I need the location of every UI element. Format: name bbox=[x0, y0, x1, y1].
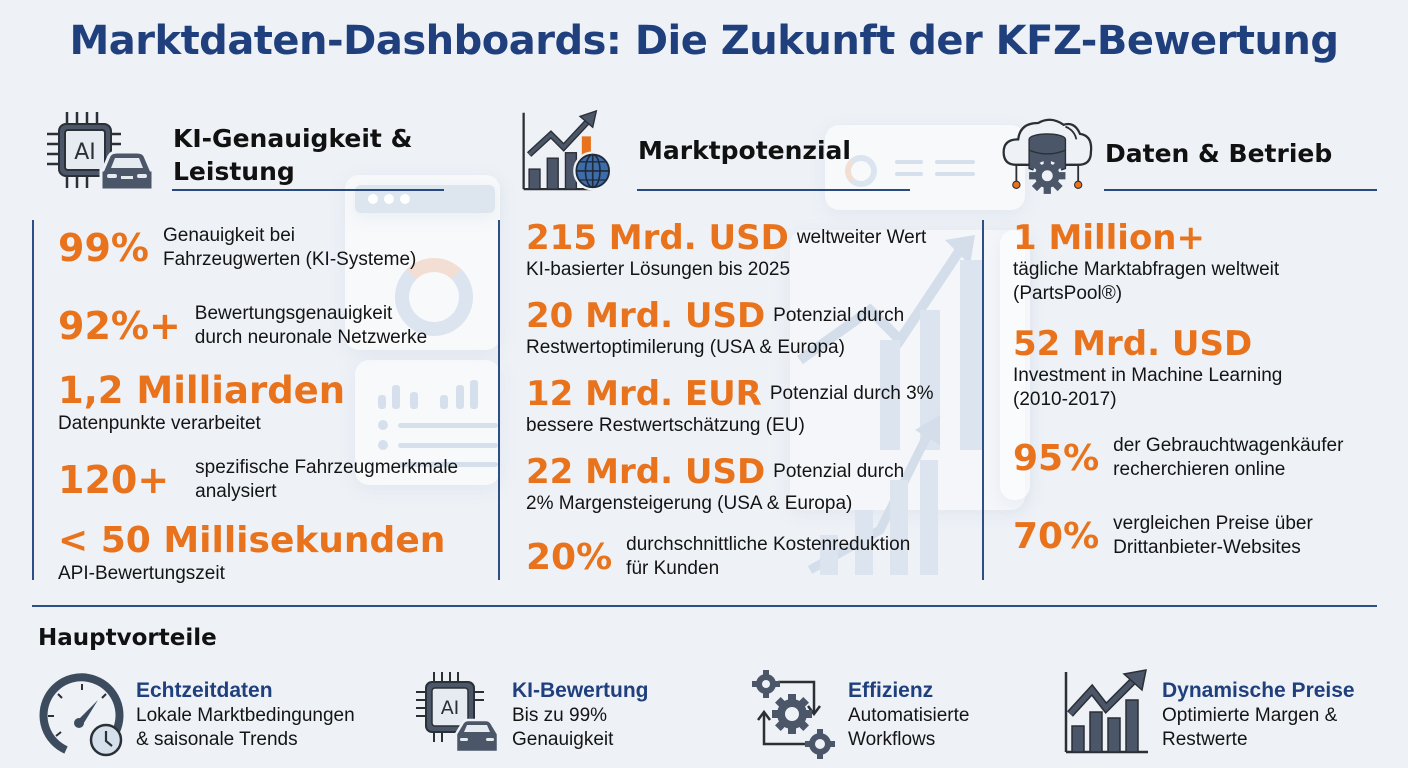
stat-value: < 50 Millisekunden bbox=[58, 520, 446, 561]
benefit-title: Effizienz bbox=[848, 678, 934, 702]
ai-chip-car-icon: AI bbox=[47, 112, 155, 192]
stat-value: 120+ bbox=[58, 458, 170, 502]
stat-accuracy: 99% Genauigkeit bei Fahrzeugwerten (KI-S… bbox=[58, 224, 416, 272]
section-divider bbox=[32, 605, 1377, 607]
stat-desc: Drittanbieter-Websites bbox=[1113, 537, 1301, 558]
stat-desc: recherchieren online bbox=[1113, 459, 1286, 480]
benefit-effizienz: Effizienz Automatisierte Workflows bbox=[748, 668, 969, 760]
stat-value: 12 Mrd. EUR bbox=[526, 374, 762, 414]
benefit-text: & saisonale Trends bbox=[136, 728, 298, 750]
stat-value: 99% bbox=[58, 226, 149, 270]
stat-cost-reduction: 20% durchschnittliche Kostenreduktion fü… bbox=[526, 533, 910, 581]
stat-value: 20% bbox=[526, 536, 613, 578]
section-heading-line2: Leistung bbox=[173, 157, 295, 186]
benefit-dynamische-preise: Dynamische Preise Optimierte Margen & Re… bbox=[1062, 668, 1355, 760]
benefit-text: Bis zu 99% bbox=[512, 704, 608, 726]
stat-desc: 2% Margensteigerung (USA & Europa) bbox=[526, 493, 853, 514]
stat-desc: durch neuronale Netzwerke bbox=[194, 327, 428, 348]
stat-value: 1,2 Milliarden bbox=[58, 369, 346, 412]
svg-text:AI: AI bbox=[74, 140, 96, 165]
stat-desc: (2010-2017) bbox=[1013, 389, 1117, 410]
section-underline bbox=[637, 189, 910, 191]
stat-desc: KI-basierter Lösungen bis 2025 bbox=[526, 259, 791, 280]
stat-desc: Fahrzeugwerten (KI-Systeme) bbox=[162, 249, 417, 270]
stat-value: 95% bbox=[1013, 437, 1100, 479]
section-underline bbox=[172, 189, 444, 191]
stat-desc: durchschnittliche Kostenreduktion bbox=[626, 534, 911, 555]
growth-chart-globe-icon bbox=[522, 109, 613, 191]
stat-eu-potential: 12 Mrd. EUR Potenzial durch 3% bessere Re… bbox=[526, 374, 934, 438]
column-divider bbox=[32, 220, 34, 580]
benefit-text: Lokale Marktbedingungen bbox=[136, 704, 355, 726]
section-heading: Marktpotenzial bbox=[638, 135, 851, 165]
stat-desc: Datenpunkte verarbeitet bbox=[58, 413, 261, 434]
stat-residual-potential: 20 Mrd. USD Potenzial durch Restwertoptim… bbox=[526, 296, 904, 360]
stat-daily-queries: 1 Million+ tägliche Marktabfragen weltwe… bbox=[1013, 218, 1279, 306]
stat-desc: bessere Restwertschätzung (EU) bbox=[526, 415, 805, 436]
benefit-text: Automatisierte bbox=[848, 704, 970, 726]
stat-desc: Investment in Machine Learning bbox=[1013, 365, 1283, 386]
stat-value: 52 Mrd. USD bbox=[1013, 324, 1253, 364]
stat-value: 1 Million+ bbox=[1013, 218, 1205, 258]
stat-value: 92%+ bbox=[58, 304, 181, 348]
stat-desc: Genauigkeit bei bbox=[162, 225, 296, 246]
stat-value: 70% bbox=[1013, 515, 1100, 557]
page-title: Marktdaten-Dashboards: Die Zukunft der K… bbox=[69, 18, 1339, 64]
stat-desc: analysiert bbox=[195, 481, 277, 502]
stat-datapoints: 1,2 Milliarden Datenpunkte verarbeitet bbox=[58, 370, 345, 436]
stat-market-value: 215 Mrd. USD weltweiter Wert KI-basierter… bbox=[526, 218, 926, 282]
gears-cycle-icon bbox=[752, 670, 835, 759]
stat-price-comparison: 70% vergleichen Preise über Drittanbiete… bbox=[1013, 512, 1313, 560]
stat-desc: der Gebrauchtwagenkäufer bbox=[1113, 435, 1344, 456]
stat-desc: Restwertoptimilerung (USA & Europa) bbox=[526, 337, 845, 358]
benefit-title: KI-Bewertung bbox=[512, 678, 649, 702]
stat-value: 22 Mrd. USD bbox=[526, 452, 766, 492]
section-header-marktpotenzial: Marktpotenzial bbox=[520, 105, 851, 195]
ai-chip-car-icon: AI bbox=[416, 672, 500, 754]
benefits-heading: Hauptvorteile bbox=[38, 625, 217, 651]
stat-desc: vergleichen Preise über bbox=[1113, 513, 1313, 534]
stat-desc: Bewertungsgenauigkeit bbox=[194, 303, 393, 324]
stat-features: 120+ spezifische Fahrzeugmerkmale analys… bbox=[58, 456, 458, 504]
speedometer-clock-icon bbox=[39, 673, 124, 757]
benefit-text: Workflows bbox=[848, 728, 936, 750]
stat-desc: (PartsPool®) bbox=[1013, 283, 1123, 304]
stat-value: 215 Mrd. USD bbox=[526, 218, 789, 258]
benefit-ki-bewertung: AI KI-Bewertung Bis zu 99% Genauigkeit bbox=[412, 668, 649, 760]
stat-desc: weltweiter Wert bbox=[796, 227, 927, 248]
stat-desc: für Kunden bbox=[626, 558, 720, 579]
benefit-title: Dynamische Preise bbox=[1162, 678, 1355, 702]
stat-desc: Potenzial durch bbox=[773, 305, 905, 326]
stat-desc: Potenzial durch 3% bbox=[769, 383, 934, 404]
stat-ml-investment: 52 Mrd. USD Investment in Machine Learni… bbox=[1013, 324, 1282, 412]
section-underline bbox=[1104, 189, 1377, 191]
stat-desc: tägliche Marktabfragen weltweit bbox=[1013, 259, 1280, 280]
column-divider bbox=[498, 220, 500, 580]
benefit-text: Optimierte Margen & bbox=[1162, 704, 1338, 726]
stat-api-time: < 50 Millisekunden API-Bewertungszeit bbox=[58, 520, 445, 586]
stat-desc: Potenzial durch bbox=[773, 461, 905, 482]
benefit-title: Echtzeitdaten bbox=[136, 678, 273, 702]
stat-neural-accuracy: 92%+ Bewertungsgenauigkeit durch neurona… bbox=[58, 302, 427, 350]
column-divider bbox=[982, 220, 984, 580]
svg-text:AI: AI bbox=[441, 697, 460, 719]
stat-desc: API-Bewertungszeit bbox=[58, 563, 225, 584]
cloud-database-gear-icon bbox=[1002, 118, 1093, 194]
section-heading-line1: KI-Genauigkeit & bbox=[173, 124, 413, 153]
stat-online-research: 95% der Gebrauchtwagenkäufer recherchier… bbox=[1013, 434, 1343, 482]
stat-value: 20 Mrd. USD bbox=[526, 296, 766, 336]
benefit-echtzeitdaten: Echtzeitdaten Lokale Marktbedingungen & … bbox=[36, 668, 355, 760]
section-header-ki-genauigkeit: AI KI-Genauigkeit & Leistung bbox=[45, 110, 412, 200]
benefit-text: Genauigkeit bbox=[512, 728, 614, 750]
section-header-daten-betrieb: Daten & Betrieb bbox=[1000, 108, 1332, 198]
stat-desc: spezifische Fahrzeugmerkmale bbox=[195, 457, 459, 478]
bar-chart-arrow-icon bbox=[1064, 669, 1148, 754]
section-heading: Daten & Betrieb bbox=[1105, 138, 1333, 168]
stat-margin-potential: 22 Mrd. USD Potenzial durch 2% Margenstei… bbox=[526, 452, 904, 516]
benefit-text: Restwerte bbox=[1162, 728, 1248, 750]
